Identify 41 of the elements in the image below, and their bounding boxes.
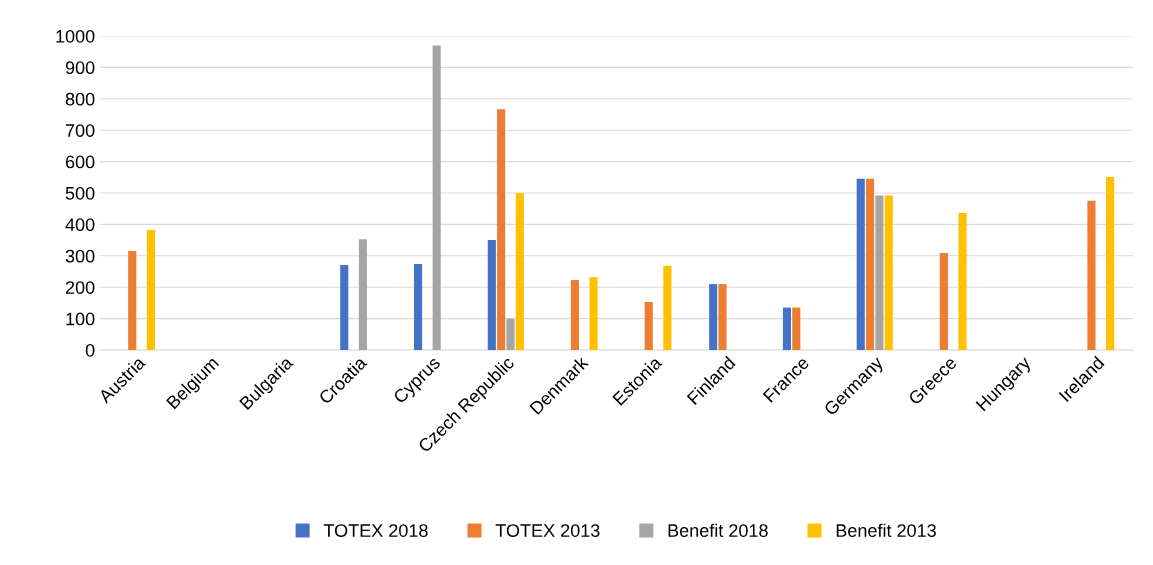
bar [644, 301, 653, 350]
bar [792, 307, 801, 350]
bar [782, 307, 792, 350]
y-tick-label: 600 [65, 155, 95, 169]
y-tick-label: 100 [66, 312, 95, 326]
bar [506, 318, 515, 350]
bar [432, 45, 441, 350]
bar [884, 195, 893, 350]
bar [856, 178, 865, 350]
y-tick-label: 0 [85, 343, 95, 357]
bar [497, 109, 506, 350]
y-tick-label: 300 [65, 249, 95, 263]
y-tick-label: 200 [65, 281, 95, 294]
bar [663, 265, 672, 350]
legend-label: Benefit 2013 [836, 523, 936, 537]
bar [709, 284, 718, 350]
legend-label: TOTEX 2013 [495, 524, 600, 537]
bar [358, 239, 367, 350]
bar [589, 277, 598, 350]
bar [958, 213, 967, 350]
bar [146, 230, 155, 350]
bar [570, 279, 579, 350]
bar [866, 178, 875, 350]
y-tick-label: 1000 [56, 29, 95, 43]
y-tick-label: 700 [65, 124, 95, 137]
y-tick-label: 400 [65, 218, 95, 232]
bar [939, 252, 948, 350]
bar [1106, 176, 1115, 350]
y-tick-label: 800 [65, 92, 95, 106]
bar [340, 264, 349, 350]
y-tick-label: 900 [65, 61, 95, 75]
y-tick-label: 500 [65, 186, 95, 200]
bar [128, 251, 137, 350]
bar [487, 240, 496, 350]
legend-label: Benefit 2018 [668, 523, 768, 537]
bar [1087, 200, 1096, 350]
bar [413, 263, 423, 350]
bar [718, 284, 727, 350]
bar [875, 195, 884, 350]
legend-label: TOTEX 2018 [323, 524, 428, 537]
bar [515, 193, 524, 350]
